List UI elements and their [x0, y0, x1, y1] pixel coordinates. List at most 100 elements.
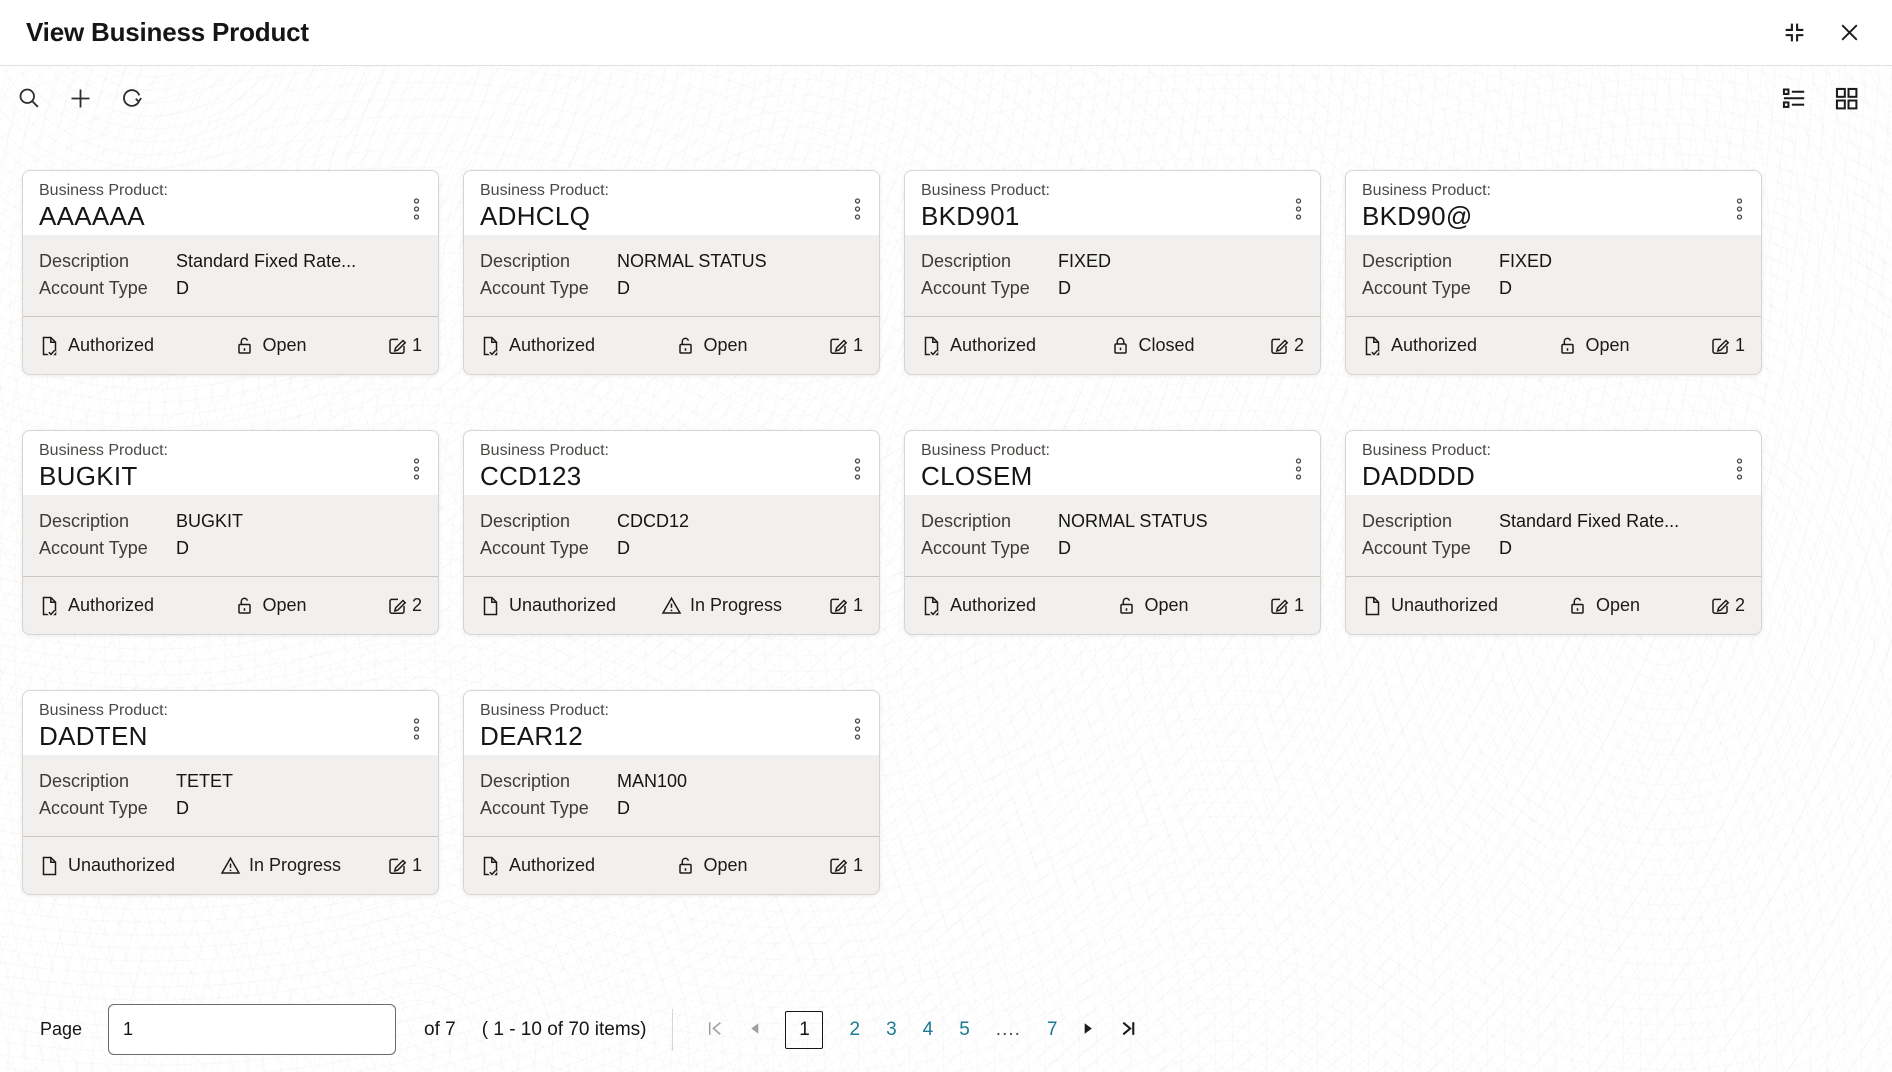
authorization-status-label: Authorized: [950, 595, 1037, 615]
last-page-button[interactable]: [1113, 1014, 1142, 1046]
next-page-button[interactable]: [1074, 1015, 1101, 1045]
list-view-button[interactable]: [1778, 83, 1809, 114]
grid-view-button[interactable]: [1831, 83, 1862, 114]
kebab-menu-button[interactable]: [402, 713, 430, 747]
card-header: Business Product: DADDDD: [1346, 431, 1761, 495]
page-number-link[interactable]: 7: [1046, 1018, 1058, 1040]
account-type-label: Account Type: [921, 538, 1030, 558]
page-number-link[interactable]: 2: [849, 1018, 861, 1040]
business-product-label: Business Product:: [480, 182, 609, 199]
kebab-menu-icon: [853, 716, 862, 745]
edit-count-value: 1: [852, 335, 863, 355]
business-product-card[interactable]: Business Product: DADTEN Description TET…: [22, 690, 439, 895]
account-type-value: D: [1058, 538, 1071, 558]
toolbar-left: [14, 83, 147, 114]
kebab-menu-icon: [1735, 456, 1744, 485]
kebab-menu-button[interactable]: [1284, 453, 1312, 487]
kebab-menu-icon: [1735, 196, 1744, 225]
kebab-menu-button[interactable]: [1284, 193, 1312, 227]
business-product-card[interactable]: Business Product: DADDDD Description Sta…: [1345, 430, 1762, 635]
card-header: Business Product: AAAAAA: [23, 171, 438, 235]
account-type-label: Account Type: [39, 798, 148, 818]
edit-count-value: 1: [411, 335, 422, 355]
record-status-label: In Progress: [690, 595, 783, 615]
document-check-icon: [39, 335, 60, 357]
card-header: Business Product: BKD901: [905, 171, 1320, 235]
account-type-value: D: [617, 278, 630, 298]
edit-count-value: 1: [411, 855, 422, 875]
business-product-card[interactable]: Business Product: ADHCLQ Description NOR…: [463, 170, 880, 375]
business-product-card[interactable]: Business Product: AAAAAA Description Sta…: [22, 170, 439, 375]
business-product-name: AAAAAA: [39, 201, 145, 231]
description-label: Description: [39, 511, 130, 531]
kebab-menu-button[interactable]: [402, 453, 430, 487]
authorization-status: Authorized: [480, 335, 595, 357]
authorization-status: Unauthorized: [480, 595, 616, 617]
kebab-menu-button[interactable]: [1725, 193, 1753, 227]
business-product-card[interactable]: Business Product: BKD90@ Description FIX…: [1345, 170, 1762, 375]
kebab-menu-button[interactable]: [843, 453, 871, 487]
business-product-card[interactable]: Business Product: CLOSEM Description NOR…: [904, 430, 1321, 635]
page-input[interactable]: [108, 1004, 397, 1055]
business-product-name: BKD901: [921, 201, 1020, 231]
card-header: Business Product: DEAR12: [464, 691, 879, 755]
record-status: Open: [1116, 595, 1189, 617]
card-footer: Authorized: [905, 576, 1320, 634]
authorization-status: Authorized: [39, 595, 154, 617]
card-footer: Authorized: [905, 316, 1320, 374]
document-check-icon: [1362, 335, 1383, 357]
collapse-icon: [1782, 20, 1807, 45]
items-summary: ( 1 - 10 of 70 items): [481, 1018, 647, 1040]
edit-count-icon: [386, 595, 408, 617]
card-header: Business Product: ADHCLQ: [464, 171, 879, 235]
previous-page-button[interactable]: [742, 1015, 769, 1045]
edit-count-icon: [827, 855, 849, 877]
business-product-label: Business Product:: [1362, 182, 1491, 199]
card-footer: Authorized: [464, 316, 879, 374]
refresh-icon: [118, 85, 145, 112]
kebab-menu-icon: [412, 716, 421, 745]
description-label: Description: [39, 251, 130, 271]
account-type-label: Account Type: [480, 278, 589, 298]
authorization-status: Authorized: [39, 335, 154, 357]
window-controls: [1780, 18, 1864, 47]
kebab-menu-button[interactable]: [843, 713, 871, 747]
add-button[interactable]: [65, 83, 96, 114]
business-product-card[interactable]: Business Product: BKD901 Description FIX…: [904, 170, 1321, 375]
description-value: CDCD12: [617, 511, 690, 531]
business-product-name: CCD123: [480, 461, 582, 491]
card-body: Description MAN100 Account Type D: [464, 755, 879, 836]
edit-count: 2: [386, 595, 422, 617]
page-number-link[interactable]: 4: [922, 1018, 934, 1040]
business-product-label: Business Product:: [921, 442, 1050, 459]
description-value: FIXED: [1499, 251, 1553, 271]
kebab-menu-button[interactable]: [402, 193, 430, 227]
kebab-menu-button[interactable]: [843, 193, 871, 227]
page-number-link[interactable]: 5: [959, 1018, 970, 1040]
first-page-button[interactable]: [701, 1014, 730, 1046]
account-type-label: Account Type: [1362, 278, 1471, 298]
close-button[interactable]: [1835, 18, 1864, 47]
collapse-button[interactable]: [1780, 18, 1809, 47]
edit-count-icon: [1709, 595, 1731, 617]
card-body: Description FIXED Account Type D: [905, 235, 1320, 316]
account-type-value: D: [176, 538, 189, 558]
description-label: Description: [1362, 251, 1453, 271]
record-status-label: Open: [262, 335, 307, 355]
description-value: MAN100: [617, 771, 688, 791]
business-product-name: ADHCLQ: [480, 201, 591, 231]
refresh-button[interactable]: [116, 83, 147, 114]
business-product-card[interactable]: Business Product: DEAR12 Description MAN…: [463, 690, 880, 895]
search-button[interactable]: [14, 83, 45, 114]
card-body: Description NORMAL STATUS Account Type D: [464, 235, 879, 316]
authorization-status-label: Authorized: [950, 335, 1037, 355]
document-check-icon: [480, 855, 501, 877]
page-number-link[interactable]: 3: [886, 1018, 897, 1040]
description-label: Description: [480, 771, 571, 791]
kebab-menu-button[interactable]: [1725, 453, 1753, 487]
business-product-card[interactable]: Business Product: BUGKIT Description BUG…: [22, 430, 439, 635]
record-status-label: Open: [1144, 595, 1189, 615]
page-number-current[interactable]: 1: [785, 1010, 824, 1049]
edit-count: 1: [386, 855, 422, 877]
business-product-card[interactable]: Business Product: CCD123 Description CDC…: [463, 430, 880, 635]
